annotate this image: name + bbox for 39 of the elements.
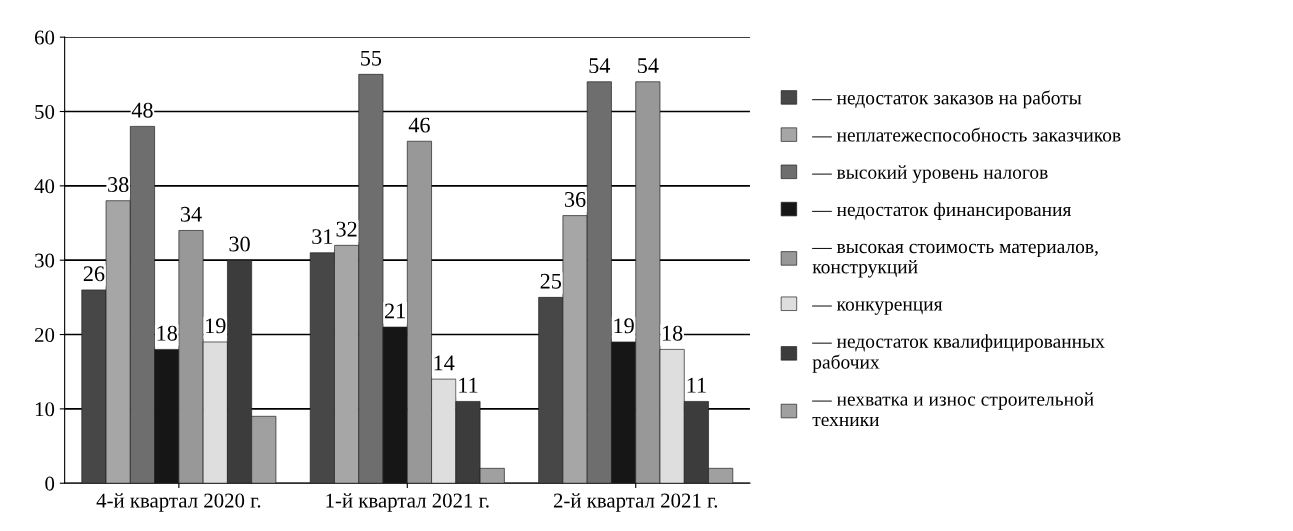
y-tick-label: 40 (34, 179, 55, 194)
data-label: 11 (687, 377, 706, 393)
data-label: 26 (83, 266, 105, 282)
x-tick-label: 2-й квартал 2021 г. (553, 493, 718, 512)
y-tick-label: 20 (35, 327, 55, 342)
data-label: 18 (662, 325, 683, 341)
data-label: 25 (540, 273, 562, 289)
legend-label: — высокая стоимость материалов, конструкций (812, 243, 1098, 278)
y-tick-label: 50 (35, 104, 55, 119)
data-label: 19 (206, 318, 226, 334)
data-label: 32 (336, 221, 357, 237)
data-label: 38 (108, 177, 129, 193)
legend-label: — недостаток квалифицированных рабочих (812, 334, 1105, 373)
data-label: 54 (589, 58, 611, 74)
legend-label: — нехватка и износ строительной техники (812, 392, 1094, 427)
x-tick-label: 4-й квартал 2020 г. (96, 493, 261, 512)
y-tick-label: 60 (34, 30, 55, 45)
data-label: 11 (459, 377, 478, 393)
data-label: 55 (361, 50, 382, 66)
data-label: 30 (229, 236, 250, 252)
data-label: 19 (614, 318, 634, 334)
legend-label: — недостаток заказов на работы (812, 90, 1082, 109)
y-tick-label: 0 (45, 476, 55, 491)
data-label: 31 (312, 229, 333, 245)
data-label: 46 (408, 117, 430, 133)
legend-label: — высокий уровень налогов (812, 165, 1048, 183)
x-tick-label: 1-й квартал 2021 г. (326, 493, 489, 512)
data-label: 54 (638, 58, 659, 74)
data-label: 18 (157, 325, 177, 341)
legend-label: — конкуренция (812, 301, 943, 315)
data-label: 48 (131, 102, 153, 118)
data-label: 36 (565, 191, 586, 207)
legend-label: — неплатежеспособность заказчиков (812, 127, 1121, 142)
y-tick-label: 10 (35, 402, 55, 417)
data-label: 21 (385, 303, 405, 319)
legend-label: — недостаток финансирования (812, 202, 1072, 221)
y-tick-label: 30 (35, 253, 55, 268)
data-label: 14 (434, 355, 455, 371)
data-label: 34 (180, 206, 202, 222)
